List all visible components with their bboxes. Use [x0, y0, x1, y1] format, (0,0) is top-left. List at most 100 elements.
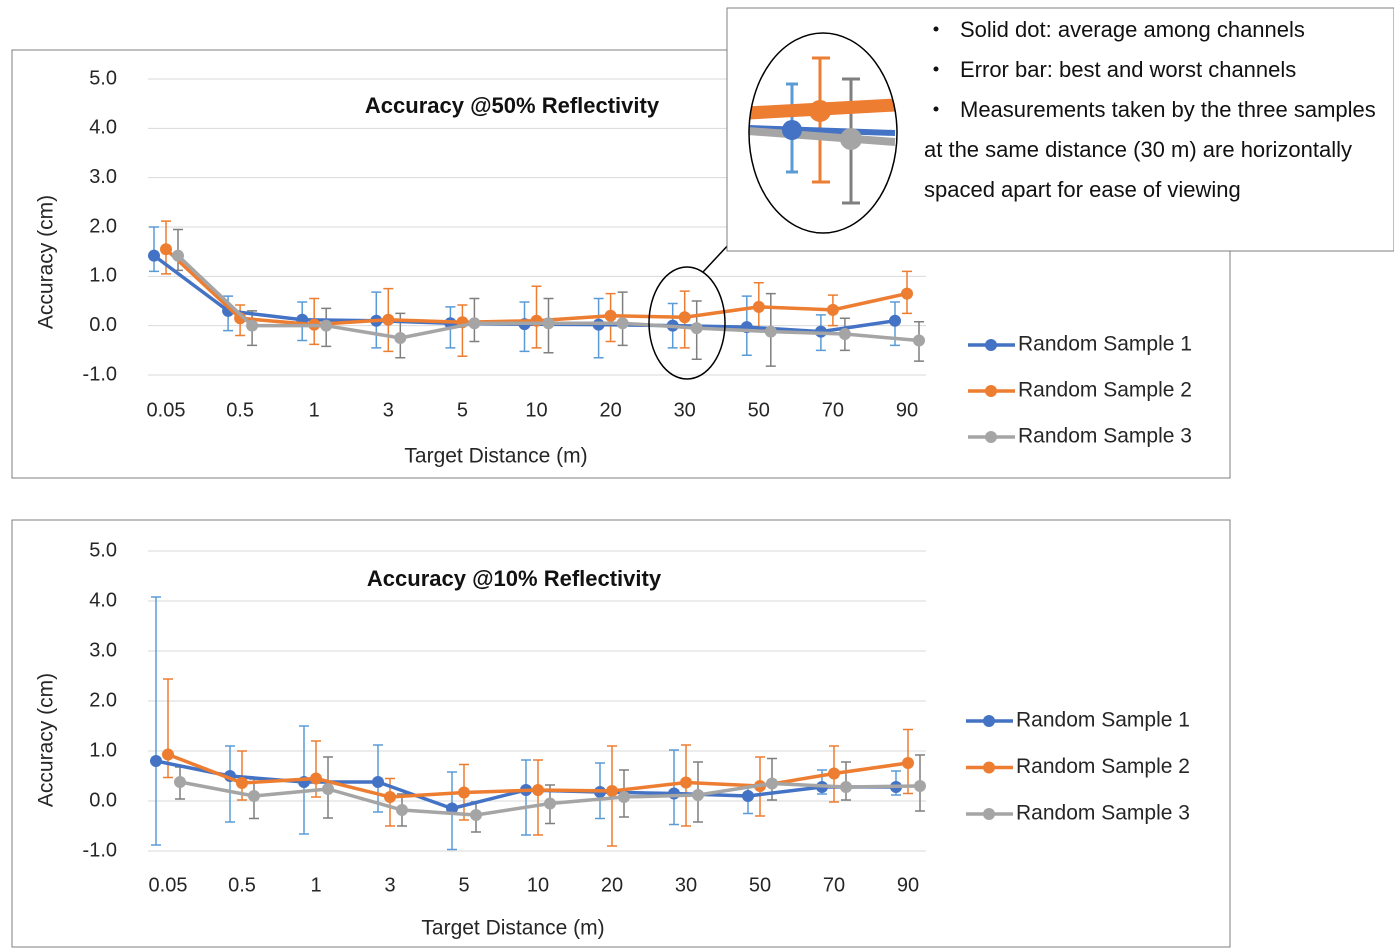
y-tick-label: -1.0 [83, 363, 117, 385]
data-point [840, 781, 852, 793]
data-point [248, 790, 260, 802]
y-tick-label: 3.0 [89, 166, 117, 188]
x-tick-label: 0.5 [226, 399, 254, 421]
data-point [902, 757, 914, 769]
data-point [838, 328, 851, 341]
legend-swatch-dot [985, 339, 997, 351]
plots: Accuracy @50% Reflectivity Target Distanc… [35, 67, 1192, 939]
legend-swatch-dot [985, 385, 997, 397]
callout-notes: Solid dot: average among channels Error … [924, 10, 1384, 210]
data-point [322, 783, 334, 795]
x-tick-label: 0.5 [228, 874, 256, 896]
legend-label: Random Sample 3 [1018, 425, 1192, 448]
x-tick-label: 70 [822, 399, 844, 421]
y-tick-label: 0.0 [89, 789, 117, 811]
data-point [742, 790, 754, 802]
data-point [320, 319, 333, 332]
x-tick-label: 30 [675, 874, 697, 896]
x-tick-label: 30 [674, 399, 696, 421]
data-point [690, 322, 703, 335]
error-bar [163, 678, 173, 779]
data-point [913, 334, 925, 347]
x-axis-title: Target Distance (m) [404, 445, 587, 468]
x-tick-label: 20 [599, 399, 621, 421]
note: Measurements taken by the three samples … [924, 97, 1376, 202]
error-bar [533, 759, 543, 836]
error-bar [225, 745, 235, 823]
data-point [160, 243, 172, 256]
y-tick-label: 4.0 [89, 117, 117, 139]
magnifier [749, 56, 896, 205]
x-tick-label: 50 [749, 874, 771, 896]
data-point [470, 809, 482, 821]
data-point [150, 755, 162, 767]
x-tick-label: 1 [310, 874, 321, 896]
x-tick-label: 20 [601, 874, 623, 896]
x-tick-label: 70 [823, 874, 845, 896]
data-point [616, 317, 629, 330]
data-point [618, 791, 630, 803]
data-point [680, 776, 692, 789]
legend-swatch-dot [985, 431, 997, 443]
legend-label: Random Sample 1 [1016, 709, 1190, 732]
legend-label: Random Sample 2 [1018, 379, 1192, 402]
data-point [914, 780, 926, 792]
y-tick-label: -1.0 [83, 839, 117, 861]
data-point [246, 319, 259, 332]
bullet [933, 106, 939, 112]
y-tick-label: 5.0 [89, 67, 117, 89]
x-tick-label: 5 [457, 399, 468, 421]
data-point [826, 303, 839, 316]
y-axis-title: Accuracy (cm) [35, 195, 58, 329]
data-point [396, 804, 408, 816]
y-axis-title: Accuracy (cm) [35, 673, 58, 807]
data-point [542, 317, 555, 330]
data-point [889, 314, 901, 327]
chart-frame [11, 519, 1231, 948]
data-point [148, 249, 160, 262]
error-bar [457, 304, 468, 358]
error-bar [311, 740, 321, 798]
data-point [382, 313, 395, 326]
data-point [468, 317, 481, 330]
data-point [606, 785, 618, 797]
chart-title: Accuracy @50% Reflectivity [365, 93, 660, 118]
data-point [828, 767, 840, 780]
data-point [678, 311, 691, 324]
data-point [236, 777, 248, 789]
y-tick-label: 3.0 [89, 639, 117, 661]
y-tick-label: 2.0 [89, 215, 117, 237]
x-tick-label: 5 [458, 874, 469, 896]
legend-label: Random Sample 1 [1018, 333, 1192, 356]
y-tick-label: 1.0 [89, 739, 117, 761]
data-point [604, 309, 617, 322]
x-axis-title: Target Distance (m) [421, 917, 604, 940]
data-point [458, 786, 470, 799]
error-bar [151, 596, 161, 846]
x-tick-label: 1 [309, 399, 320, 421]
legend-label: Random Sample 3 [1016, 802, 1190, 825]
magnifier-circle [748, 32, 898, 234]
data-point [310, 772, 322, 785]
data-point [532, 784, 544, 796]
legend-swatch-dot [983, 808, 995, 820]
data-point [172, 249, 184, 262]
legend-label: Random Sample 2 [1016, 755, 1190, 778]
data-point [901, 287, 913, 300]
x-tick-label: 10 [525, 399, 547, 421]
note: Solid dot: average among channels [960, 17, 1305, 42]
data-point [544, 797, 556, 810]
x-tick-label: 10 [527, 874, 549, 896]
x-tick-label: 3 [383, 399, 394, 421]
error-bar [149, 226, 159, 273]
data-point [384, 791, 396, 803]
note: Error bar: best and worst channels [960, 57, 1297, 82]
error-bar [521, 759, 531, 836]
x-tick-label: 0.05 [149, 874, 188, 896]
data-point [668, 787, 680, 800]
data-point [372, 776, 384, 788]
y-tick-label: 0.0 [89, 314, 117, 336]
highlight-circle [648, 266, 726, 380]
